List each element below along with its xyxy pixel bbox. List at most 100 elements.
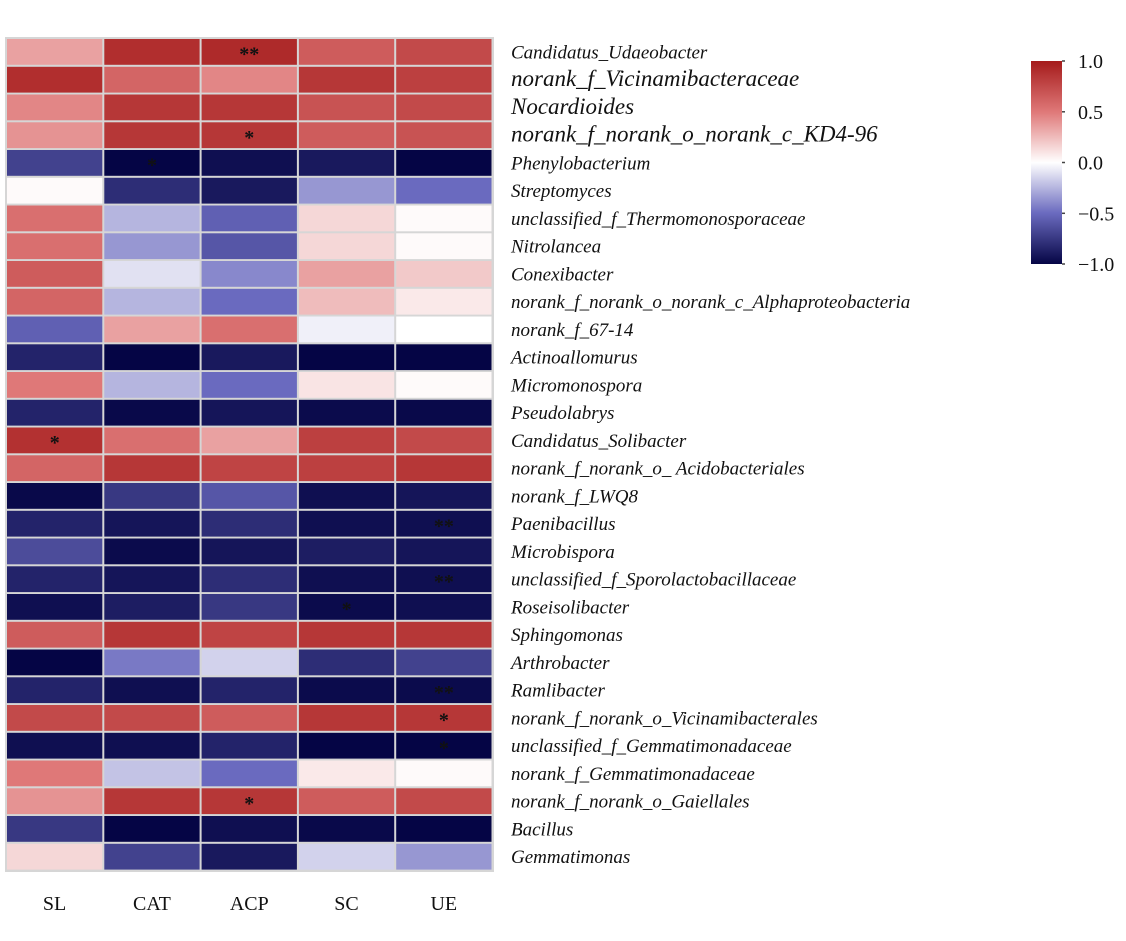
row-label: Arthrobacter bbox=[509, 653, 610, 674]
significance-marker: * bbox=[439, 710, 449, 732]
heatmap-cell bbox=[298, 677, 395, 704]
row-label: Ramlibacter bbox=[510, 681, 606, 702]
heatmap-cell bbox=[396, 483, 492, 509]
significance-marker: * bbox=[244, 793, 254, 815]
heatmap-cell bbox=[7, 372, 103, 398]
heatmap-cell bbox=[104, 233, 200, 260]
heatmap-cell bbox=[7, 566, 103, 593]
heatmap-cell bbox=[396, 677, 492, 704]
heatmap-cell bbox=[396, 316, 492, 343]
heatmap-cell bbox=[298, 621, 395, 648]
heatmap-cell bbox=[104, 788, 200, 815]
column-labels: SL CAT ACP SC UE bbox=[43, 893, 457, 915]
heatmap-cell bbox=[298, 510, 395, 537]
heatmap-cell bbox=[201, 177, 297, 204]
row-label: Microbispora bbox=[510, 542, 615, 563]
significance-marker: * bbox=[50, 432, 60, 454]
heatmap-cell bbox=[104, 510, 200, 537]
heatmap-cell bbox=[298, 205, 395, 232]
heatmap-cell bbox=[104, 177, 200, 204]
row-labels: Candidatus_Udaeobacter norank_f_Vicinamib… bbox=[509, 42, 910, 868]
heatmap-cell bbox=[201, 594, 297, 620]
significance-marker: * bbox=[439, 737, 449, 759]
heatmap-cell bbox=[7, 344, 103, 371]
heatmap-cell bbox=[7, 760, 103, 787]
heatmap-cell bbox=[7, 705, 103, 731]
row-label: norank_f_norank_o_norank_c_KD4-96 bbox=[511, 122, 878, 147]
heatmap-cell bbox=[201, 538, 297, 565]
heatmap-cell bbox=[7, 122, 103, 149]
heatmap-cell bbox=[201, 344, 297, 371]
heatmap-cell bbox=[201, 66, 297, 93]
heatmap-cell bbox=[104, 316, 200, 343]
heatmap-cell bbox=[7, 288, 103, 315]
heatmap-cell bbox=[298, 344, 395, 371]
significance-marker: * bbox=[147, 155, 157, 177]
heatmap-cell bbox=[298, 94, 395, 121]
heatmap-cell bbox=[396, 566, 492, 593]
heatmap-cell bbox=[201, 510, 297, 537]
row-label: Nocardioides bbox=[510, 94, 634, 119]
heatmap-cell bbox=[201, 732, 297, 759]
row-label: Pseudolabrys bbox=[510, 403, 614, 424]
heatmap-cell bbox=[396, 399, 492, 426]
colorbar bbox=[1031, 61, 1062, 264]
column-label: SC bbox=[334, 893, 358, 915]
heatmap-cell bbox=[201, 788, 297, 815]
heatmap-cell bbox=[104, 122, 200, 149]
heatmap-cell bbox=[298, 788, 395, 815]
heatmap-cell bbox=[7, 732, 103, 759]
heatmap-cell bbox=[298, 150, 395, 176]
heatmap-cell bbox=[396, 344, 492, 371]
colorbar-ticks: 1.0 0.5 0.0 −0.5 −1.0 bbox=[1062, 51, 1114, 276]
heatmap-cell bbox=[298, 732, 395, 759]
heatmap-cell bbox=[7, 94, 103, 121]
heatmap-cell bbox=[7, 510, 103, 537]
colorbar-tick-label: −0.5 bbox=[1078, 203, 1114, 225]
heatmap-cell bbox=[7, 233, 103, 260]
heatmap-cell bbox=[104, 455, 200, 482]
heatmap-cell bbox=[201, 39, 297, 65]
heatmap-cell bbox=[104, 705, 200, 731]
heatmap-cell bbox=[104, 39, 200, 65]
row-label: Candidatus_Solibacter bbox=[511, 431, 687, 452]
significance-marker: * bbox=[342, 599, 352, 621]
heatmap-cell bbox=[201, 261, 297, 287]
heatmap-cell bbox=[396, 150, 492, 176]
heatmap-cell bbox=[104, 621, 200, 648]
heatmap-cell bbox=[396, 649, 492, 676]
heatmap-cell bbox=[201, 94, 297, 121]
heatmap-cell bbox=[104, 483, 200, 509]
heatmap-cell bbox=[396, 788, 492, 815]
heatmap-cell bbox=[396, 510, 492, 537]
heatmap-cell bbox=[7, 66, 103, 93]
heatmap-cell bbox=[7, 483, 103, 509]
heatmap-cell bbox=[298, 177, 395, 204]
column-label: ACP bbox=[230, 893, 269, 915]
heatmap-cells bbox=[7, 39, 492, 870]
row-label: Micromonospora bbox=[510, 375, 642, 396]
heatmap-cell bbox=[7, 538, 103, 565]
heatmap-cell bbox=[396, 177, 492, 204]
row-label: norank_f_norank_o_norank_c_Alphaproteoba… bbox=[511, 292, 910, 313]
heatmap-cell bbox=[201, 816, 297, 842]
heatmap-cell bbox=[201, 677, 297, 704]
heatmap-cell bbox=[104, 94, 200, 121]
significance-marker: ** bbox=[434, 682, 454, 704]
significance-marker: ** bbox=[239, 44, 259, 66]
heatmap-cell bbox=[396, 455, 492, 482]
heatmap-cell bbox=[298, 427, 395, 454]
heatmap-cell bbox=[104, 261, 200, 287]
heatmap-cell bbox=[104, 372, 200, 398]
heatmap-cell bbox=[396, 233, 492, 260]
heatmap-cell bbox=[104, 732, 200, 759]
heatmap-cell bbox=[396, 732, 492, 759]
row-label: Phenylobacterium bbox=[510, 153, 650, 174]
heatmap-cell bbox=[7, 39, 103, 65]
heatmap-cell bbox=[298, 594, 395, 620]
heatmap-cell bbox=[201, 372, 297, 398]
significance-markers: *************** bbox=[50, 44, 454, 815]
heatmap-cell bbox=[298, 66, 395, 93]
row-label: norank_f_norank_o_ Acidobacteriales bbox=[511, 459, 805, 480]
